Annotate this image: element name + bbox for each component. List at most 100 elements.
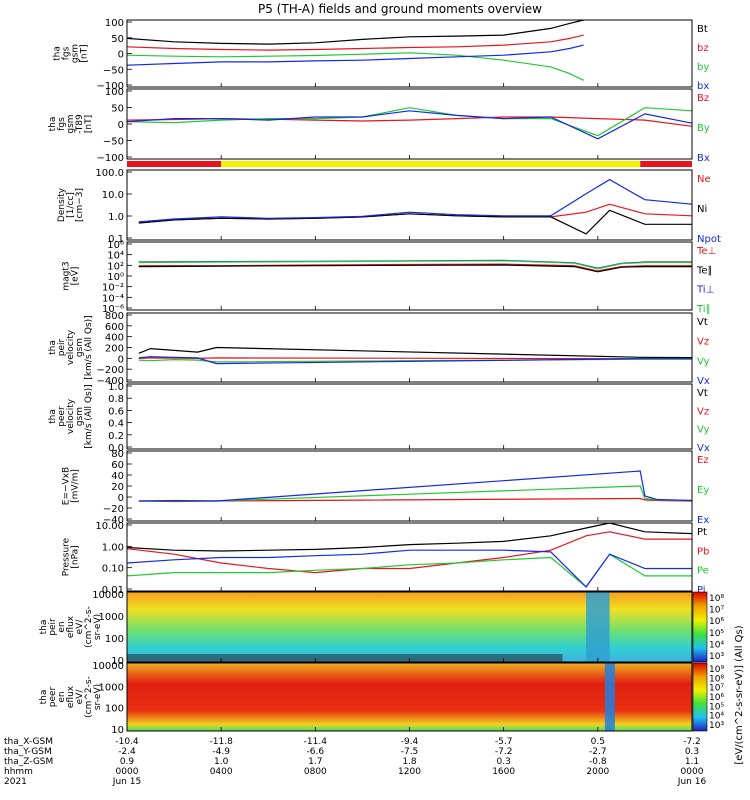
- panel-background: [127, 384, 692, 449]
- series-Pb: [126, 531, 692, 574]
- legend-entry: Pe: [697, 566, 709, 577]
- legend-entry: Bt: [697, 24, 708, 35]
- panel-peer_velocity: 1.00.80.6 0.40.20.0 tha peer velocity gsm [km/…: [48, 382, 710, 454]
- y-tick-label: 20: [111, 482, 124, 493]
- y-axis-label: E=−VxB: [62, 467, 72, 505]
- y-axis-label: [nT]: [80, 44, 90, 62]
- y-tick-label: 1.00: [102, 542, 124, 553]
- y-tick-label: 10000: [92, 661, 124, 672]
- colorbar-tick-label: 10³: [709, 721, 724, 731]
- legend-entry: by: [697, 62, 709, 73]
- y-tick-label: 1000: [99, 682, 124, 693]
- y-tick-label: 10²: [107, 261, 124, 272]
- legend-entry: Pb: [697, 546, 709, 557]
- y-tick-label: 0.2: [108, 431, 124, 442]
- y-axis-label: gsm: [75, 338, 85, 357]
- y-tick-label: 100.0: [95, 168, 124, 179]
- spectrogram-noise: [127, 654, 563, 662]
- series-Ti∥: [138, 260, 692, 270]
- x-col-value: 1.1: [685, 757, 699, 767]
- series-Ex: [138, 470, 693, 502]
- y-tick-label: 0.1: [108, 234, 124, 245]
- y-axis-label: Density: [57, 187, 67, 222]
- y-tick-label: −100: [97, 153, 124, 164]
- panel-peir_eflux: 10000 1000 100 10 tha peir en eflux eV/(cm^2-s-s…: [39, 590, 724, 667]
- y-tick-label: 0: [118, 354, 124, 365]
- y-axis-label: en: [57, 691, 67, 702]
- spectrogram-gap: [604, 663, 615, 731]
- y-axis-label: sr-eV): [93, 614, 103, 640]
- panel-background: [127, 170, 692, 240]
- colorbar-tick-label: 10⁴: [709, 640, 724, 650]
- y-axis-label: magt3: [62, 261, 72, 290]
- y-tick-label: 10.00: [95, 521, 124, 532]
- legend-entry: Npot: [697, 234, 721, 245]
- y-tick-label: 0.8: [108, 394, 124, 405]
- y-axis-label: fgs: [62, 46, 72, 60]
- x-row-label: tha_Y-GSM: [4, 747, 52, 757]
- x-col-value: Jun 16: [677, 777, 707, 787]
- y-axis-label: tha: [48, 409, 58, 424]
- legend-entry: Te⊥: [696, 246, 716, 257]
- legend-entry: Vz: [697, 406, 709, 417]
- y-axis-label: fgs: [57, 117, 67, 131]
- y-tick-label: 10.0: [102, 190, 124, 201]
- legend-entry: Ex: [697, 515, 709, 526]
- panel-background: [127, 242, 692, 310]
- legend-entry: Ez: [697, 455, 709, 466]
- y-tick-label: 50: [111, 104, 124, 115]
- x-col-value: 0.5: [591, 737, 605, 747]
- series-Ni: [138, 209, 692, 235]
- legend-entry: Vy: [697, 425, 710, 436]
- y-axis-label: -T89: [75, 114, 85, 134]
- series-bx: [126, 44, 584, 66]
- y-axis-label: gsm: [66, 114, 76, 133]
- series-By: [126, 107, 693, 137]
- y-tick-label: −20: [103, 504, 124, 515]
- y-tick-label: 10⁴: [107, 251, 124, 262]
- series-Npot: [138, 178, 693, 223]
- x-col-value: 1.0: [214, 757, 229, 767]
- y-tick-label: 0.10: [102, 564, 124, 575]
- x-col-value: 1200: [398, 767, 421, 777]
- x-col-value: 2000: [586, 767, 609, 777]
- colorbar: [692, 591, 708, 663]
- y-tick-label: 0: [118, 50, 124, 61]
- y-tick-label: 1.0: [108, 212, 124, 223]
- y-axis-label: tha: [39, 620, 49, 635]
- y-axis-label: eV/: [75, 689, 85, 705]
- legend-entry: Ey: [697, 485, 709, 496]
- legend-entry: Ti⊥: [696, 285, 714, 296]
- colorbar-tick-label: 10⁷: [709, 606, 724, 616]
- legend-entry: Vx: [697, 376, 710, 387]
- y-tick-label: 1000: [99, 612, 124, 623]
- panel-background: [127, 313, 692, 382]
- x-col-value: 0.3: [685, 747, 699, 757]
- x-col-value: 0800: [304, 767, 327, 777]
- y-axis-label: velocity: [66, 329, 76, 365]
- x-col-value: -4.9: [212, 747, 230, 757]
- x-col-value: -9.4: [401, 737, 419, 747]
- y-tick-label: 0.6: [108, 406, 124, 417]
- colorbar-tick-label: 10⁹: [709, 665, 724, 675]
- colorbar-tick-label: 10⁵: [709, 702, 724, 712]
- y-tick-label: −40: [103, 515, 124, 526]
- y-tick-label: 1.0: [108, 382, 124, 393]
- y-axis-label: en: [57, 621, 67, 632]
- x-row-label: tha_X-GSM: [4, 737, 53, 747]
- spectrogram: [127, 663, 692, 731]
- series-Te∥: [138, 264, 692, 273]
- colorbar-tick-label: 10⁸: [709, 594, 724, 604]
- series-Pi: [126, 549, 692, 588]
- x-row-label: tha_Z-GSM: [4, 757, 53, 767]
- y-axis-label: velocity: [66, 398, 76, 434]
- y-axis-label: [mV/m]: [71, 469, 81, 503]
- legend-entry: Vz: [697, 337, 709, 348]
- x-col-value: 1.8: [402, 757, 417, 767]
- y-tick-label: 400: [105, 333, 124, 344]
- y-axis-label: Pressure: [62, 537, 72, 576]
- panel-fgs_gsm_t89: 100 50 0 −50 −100 tha fgs gsm -T89 [nT] Bz By Bx: [48, 87, 710, 164]
